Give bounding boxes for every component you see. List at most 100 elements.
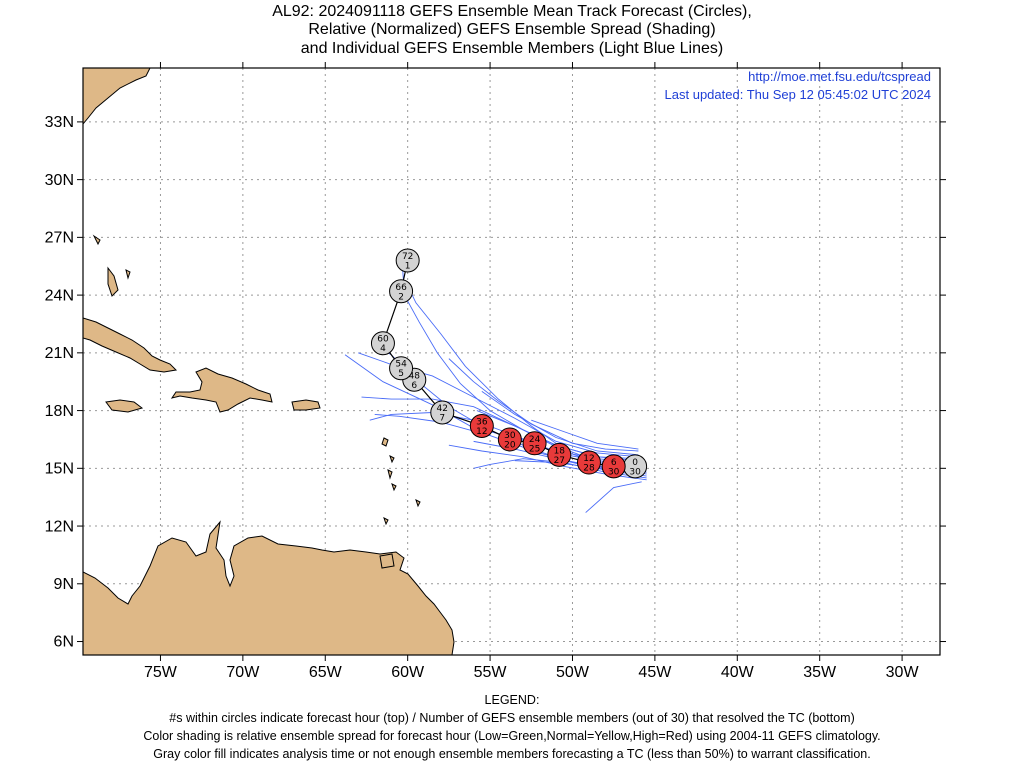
lesser-antilles-land	[391, 483, 397, 492]
track-point: 427	[430, 400, 455, 425]
lat-label: 18N	[45, 403, 74, 420]
jamaica-land	[105, 399, 144, 413]
lesser-antilles-land	[383, 517, 389, 526]
lon-label: 45W	[638, 664, 672, 681]
land-masses	[83, 68, 455, 655]
lat-label: 15N	[45, 461, 74, 478]
track-circles: 0306301228182724253020361242748654560466…	[370, 248, 648, 479]
member-count-label: 6	[411, 381, 417, 391]
track-point: 030	[623, 454, 648, 479]
lat-label: 12N	[45, 518, 74, 535]
track-circle	[547, 442, 572, 467]
ensemble-member-line	[585, 481, 642, 513]
lat-label: 33N	[45, 114, 74, 131]
member-count-label: 5	[398, 369, 404, 379]
track-circle	[469, 413, 494, 438]
member-count-label: 25	[529, 444, 540, 454]
source-url[interactable]: http://moe.met.fsu.edu/tcspread	[748, 69, 931, 84]
lon-label: 50W	[556, 664, 590, 681]
forecast-hour-label: 54	[395, 360, 407, 370]
longitude-labels: 75W 70W 65W 60W 55W 50W 45W 40W 35W 30W	[144, 664, 919, 681]
forecast-hour-label: 18	[554, 446, 566, 456]
track-point: 545	[389, 356, 414, 381]
ocean-background	[83, 68, 940, 655]
cuba-land	[83, 317, 178, 373]
track-circle	[370, 331, 395, 356]
lesser-antilles-land	[387, 469, 393, 480]
legend-line-2: Color shading is relative ensemble sprea…	[143, 729, 881, 743]
lat-label: 27N	[45, 230, 74, 247]
lat-label: 24N	[45, 287, 74, 304]
member-count-label: 30	[629, 467, 641, 477]
title-line-3: and Individual GEFS Ensemble Members (Li…	[300, 40, 724, 57]
bahamas-land	[107, 266, 119, 297]
member-count-label: 4	[380, 344, 386, 354]
lat-label: 30N	[45, 172, 74, 189]
ensemble-member-line	[531, 419, 639, 450]
lon-label: 40W	[721, 664, 755, 681]
forecast-hour-label: 36	[476, 417, 488, 427]
forecast-hour-label: 30	[504, 431, 516, 441]
latitude-labels: 33N 30N 27N 24N 21N 18N 15N 12N 9N 6N	[45, 114, 74, 651]
title-line-2: Relative (Normalized) GEFS Ensemble Spre…	[308, 21, 716, 38]
forecast-hour-label: 24	[529, 435, 541, 445]
forecast-hour-label: 72	[402, 252, 413, 262]
forecast-hour-label: 6	[611, 458, 617, 468]
track-circle	[497, 427, 522, 452]
legend-line-3: Gray color fill indicates analysis time …	[153, 747, 871, 761]
lon-label: 60W	[391, 664, 425, 681]
forecast-hour-label: 66	[395, 283, 407, 293]
lesser-antilles-land	[415, 499, 421, 508]
member-count-label: 2	[398, 292, 404, 302]
lon-label: 75W	[144, 664, 178, 681]
lesser-antilles-land	[389, 455, 395, 464]
forecast-hour-label: 0	[632, 458, 638, 468]
hispaniola-land	[170, 367, 273, 413]
forecast-hour-label: 48	[409, 371, 421, 381]
track-circle	[389, 356, 414, 381]
member-count-label: 30	[608, 467, 620, 477]
south-america-land	[83, 520, 455, 655]
forecast-hour-label: 60	[377, 335, 389, 345]
track-point: 630	[601, 454, 626, 479]
lesser-antilles-land	[381, 437, 389, 447]
plot-frame	[82, 67, 941, 656]
ensemble-member-line	[481, 390, 639, 456]
member-count-label: 20	[504, 440, 516, 450]
track-circle	[576, 450, 601, 475]
member-count-label: 12	[476, 427, 487, 437]
track-circle	[522, 431, 547, 456]
legend-heading: LEGEND:	[484, 693, 540, 707]
track-point: 662	[389, 279, 414, 304]
member-count-label: 28	[583, 464, 595, 474]
forecast-hour-label: 42	[437, 404, 448, 414]
lon-label: 35W	[803, 664, 837, 681]
track-point: 604	[370, 331, 395, 356]
legend-line-1: #s within circles indicate forecast hour…	[169, 711, 855, 725]
axis-ticks	[77, 62, 946, 661]
track-circle	[430, 400, 455, 425]
last-updated: Last updated: Thu Sep 12 05:45:02 UTC 20…	[665, 87, 931, 102]
lon-label: 65W	[309, 664, 343, 681]
forecast-hour-label: 12	[583, 454, 594, 464]
bahamas-land	[125, 269, 131, 280]
track-map: 0306301228182724253020361242748654560466…	[45, 62, 946, 681]
lat-label: 21N	[45, 345, 74, 362]
us-coast-land	[83, 68, 151, 125]
lat-label: 6N	[54, 634, 74, 651]
lon-label: 30W	[886, 664, 920, 681]
grid-lines	[83, 68, 940, 655]
title-line-1: AL92: 2024091118 GEFS Ensemble Mean Trac…	[272, 3, 752, 20]
track-circle	[395, 248, 420, 273]
bahamas-land	[92, 234, 101, 246]
lat-label: 9N	[54, 576, 74, 593]
member-count-label: 27	[554, 456, 565, 466]
trinidad-land	[379, 553, 395, 569]
track-point: 721	[395, 248, 420, 273]
member-count-label: 1	[405, 261, 411, 271]
